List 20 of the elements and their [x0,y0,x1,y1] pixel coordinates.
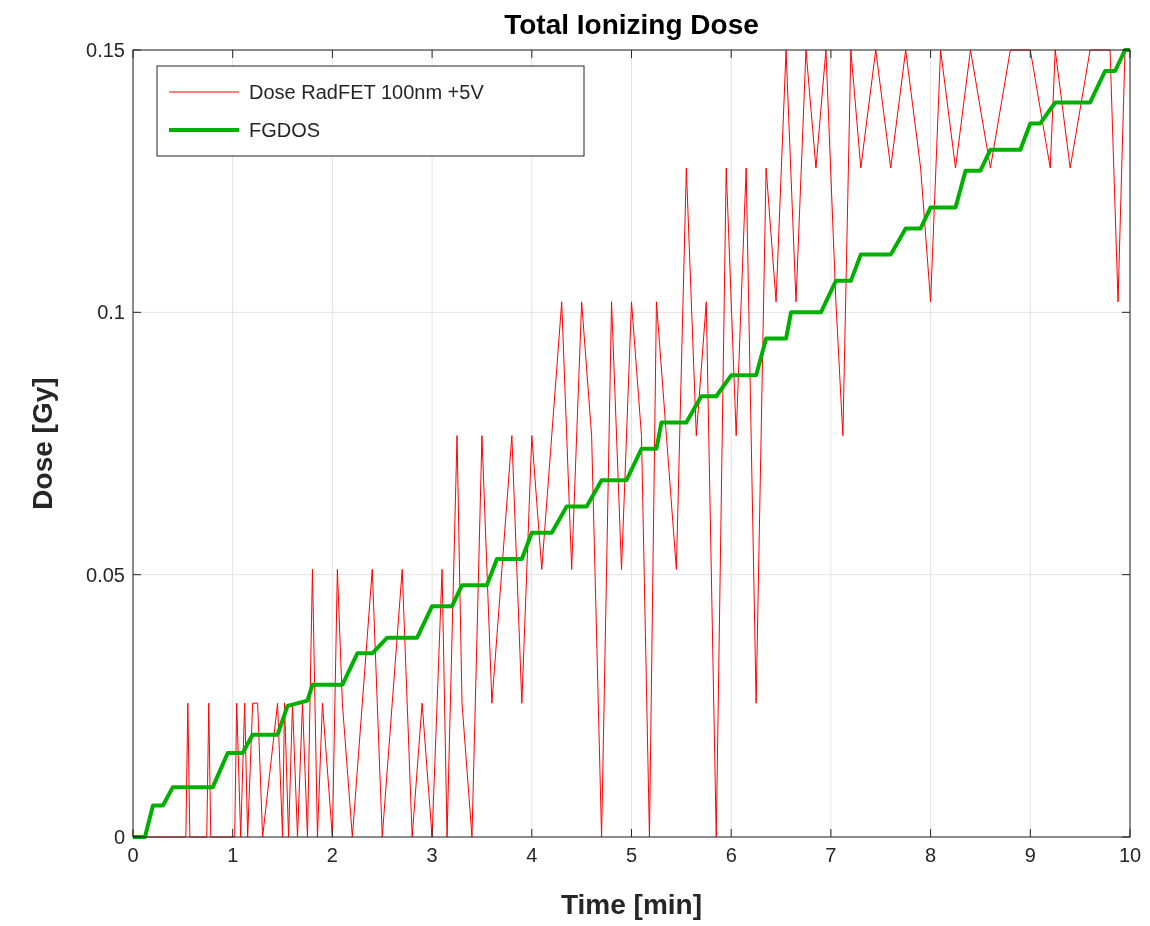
x-tick-label: 7 [825,844,837,866]
x-tick-label: 2 [326,844,338,866]
x-axis-title: Time [min] [560,889,703,920]
chart-title: Total Ionizing Dose [504,9,759,40]
y-tick-label: 0.1 [97,301,125,324]
y-tick-label: 0 [113,826,125,848]
legend-label: Dose RadFET 100nm +5V [249,81,485,103]
x-tick-label: 4 [526,844,538,866]
x-tick-label: 10 [1118,844,1142,866]
x-tick-label: 1 [227,844,239,866]
y-tick-label: 0.05 [86,563,125,586]
x-tick-label: 6 [725,844,737,866]
y-tick-label: 0.15 [86,39,125,61]
y-axis-title: Dose [Gy] [27,377,58,510]
x-tick-label: 8 [925,844,937,866]
x-tick-label: 9 [1024,844,1036,866]
x-tick-label: 0 [127,844,139,866]
legend-label: FGDOS [249,119,321,141]
x-tick-label: 3 [426,844,438,866]
x-tick-label: 5 [625,844,638,866]
